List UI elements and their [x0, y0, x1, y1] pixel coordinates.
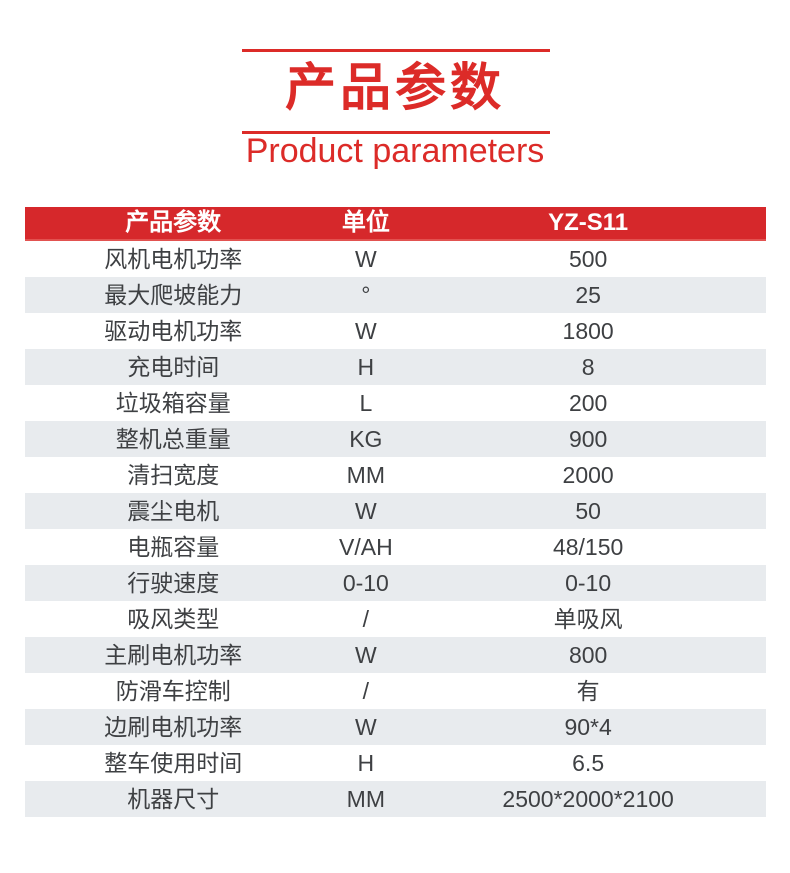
unit-cell: KG	[349, 426, 383, 452]
value-cell: 500	[568, 246, 608, 272]
page-title-en: Product parameters	[245, 132, 545, 170]
table-row: 整机总重量 KG 900	[25, 421, 766, 457]
table-body: 风机电机功率 W 500 最大爬坡能力 ° 25 驱动电机功率 W 1800 充电时间 H 8 垃圾箱容…	[25, 241, 766, 817]
unit-cell: H	[357, 354, 375, 380]
value-cell: 2000	[562, 462, 614, 488]
unit-cell: L	[359, 390, 373, 416]
value-cell: 900	[568, 426, 608, 452]
param-cell: 最大爬坡能力	[104, 282, 243, 308]
value-cell: 0-10	[565, 570, 612, 596]
param-cell: 整机总重量	[115, 426, 231, 452]
table-row: 清扫宽度 MM 2000	[25, 457, 766, 493]
title-block: 产品参数 Product parameters	[0, 0, 790, 200]
column-header-unit: 单位	[341, 209, 390, 236]
title-divider-bottom	[242, 131, 550, 134]
unit-cell: W	[354, 246, 377, 272]
table-row: 驱动电机功率 W 1800	[25, 313, 766, 349]
unit-cell: V/AH	[339, 534, 393, 560]
table-row: 电瓶容量 V/AH 48/150	[25, 529, 766, 565]
param-cell: 边刷电机功率	[104, 714, 243, 740]
param-cell: 防滑车控制	[115, 678, 231, 704]
value-cell: 6.5	[572, 750, 605, 776]
page-title-cn: 产品参数	[284, 59, 505, 116]
table-row: 垃圾箱容量 L 200	[25, 385, 766, 421]
table-row: 防滑车控制 / 有	[25, 673, 766, 709]
table-row: 整车使用时间 H 6.5	[25, 745, 766, 781]
title-divider-top	[242, 49, 550, 52]
table-row: 震尘电机 W 50	[25, 493, 766, 529]
table-row: 最大爬坡能力 ° 25	[25, 277, 766, 313]
unit-cell: 0-10	[342, 570, 389, 596]
table-row: 充电时间 H 8	[25, 349, 766, 385]
value-cell: 200	[568, 390, 608, 416]
value-cell: 8	[581, 354, 595, 380]
product-parameters-table: 产品参数 单位 YZ-S11 风机电机功率 W 500 最大爬坡能力 ° 25 驱动电机功率…	[25, 207, 766, 817]
value-cell: 2500*2000*2100	[502, 786, 674, 812]
table-row: 风机电机功率 W 500	[25, 241, 766, 277]
value-cell: 90*4	[564, 714, 612, 740]
param-cell: 驱动电机功率	[104, 318, 243, 344]
value-cell: 单吸风	[553, 606, 623, 632]
unit-cell: MM	[346, 462, 385, 488]
table-header-row: 产品参数 单位 YZ-S11	[25, 207, 766, 241]
value-cell: 25	[575, 282, 601, 308]
param-cell: 电瓶容量	[127, 534, 220, 560]
value-cell: 800	[568, 642, 608, 668]
table-row: 吸风类型 / 单吸风	[25, 601, 766, 637]
table-row: 行驶速度 0-10 0-10	[25, 565, 766, 601]
param-cell: 垃圾箱容量	[115, 390, 231, 416]
column-header-model: YZ-S11	[548, 209, 629, 236]
unit-cell: W	[354, 714, 377, 740]
unit-cell: MM	[346, 786, 385, 812]
param-cell: 主刷电机功率	[104, 642, 243, 668]
value-cell: 1800	[562, 318, 614, 344]
unit-cell: °	[361, 282, 371, 308]
table-row: 边刷电机功率 W 90*4	[25, 709, 766, 745]
table-row: 主刷电机功率 W 800	[25, 637, 766, 673]
unit-cell: W	[354, 642, 377, 668]
unit-cell: H	[357, 750, 375, 776]
param-cell: 吸风类型	[127, 606, 220, 632]
param-cell: 震尘电机	[127, 498, 220, 524]
param-cell: 整车使用时间	[104, 750, 243, 776]
unit-cell: /	[362, 678, 370, 704]
value-cell: 50	[575, 498, 601, 524]
param-cell: 风机电机功率	[104, 246, 243, 272]
param-cell: 清扫宽度	[127, 462, 220, 488]
unit-cell: W	[354, 318, 377, 344]
column-header-param: 产品参数	[125, 209, 222, 236]
table-row: 机器尺寸 MM 2500*2000*2100	[25, 781, 766, 817]
unit-cell: /	[362, 606, 370, 632]
value-cell: 有	[576, 678, 600, 704]
value-cell: 48/150	[552, 534, 624, 560]
unit-cell: W	[354, 498, 377, 524]
param-cell: 机器尺寸	[127, 786, 220, 812]
param-cell: 充电时间	[127, 354, 220, 380]
param-cell: 行驶速度	[127, 570, 220, 596]
